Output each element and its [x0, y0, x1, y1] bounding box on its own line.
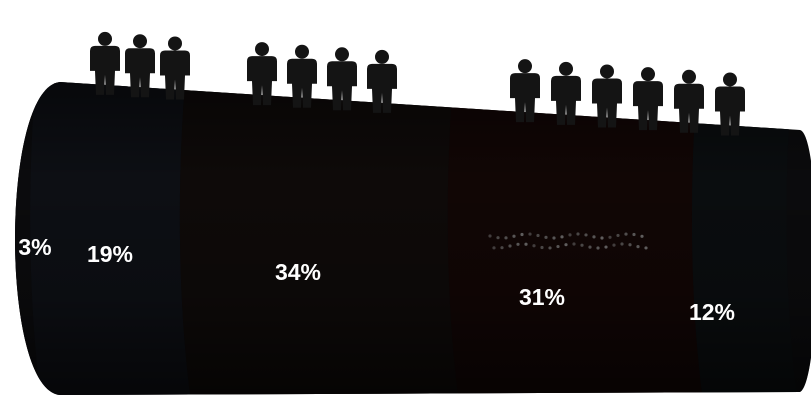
highlight-dot	[592, 235, 596, 239]
highlight-dot	[556, 244, 560, 249]
highlight-dot	[512, 234, 516, 238]
person-icon	[551, 61, 581, 125]
highlight-dot	[496, 236, 500, 240]
highlight-dot	[500, 246, 504, 250]
highlight-dot	[532, 244, 536, 248]
segment-labels: 3% 19% 34% 31% 12%	[18, 234, 735, 325]
highlight-dot	[492, 246, 496, 250]
person-icon	[633, 67, 663, 131]
highlight-dot	[616, 233, 620, 238]
highlight-dot	[628, 243, 632, 247]
person-icon	[592, 64, 622, 128]
highlight-dot	[520, 232, 524, 237]
highlight-dot	[544, 235, 548, 239]
highlight-dot	[640, 234, 644, 238]
highlight-dot	[552, 236, 556, 240]
highlight-dot	[620, 242, 624, 246]
highlight-dot	[536, 233, 540, 238]
highlight-dot	[576, 232, 580, 236]
cylinder-shading	[15, 82, 811, 395]
person-icon	[510, 59, 540, 123]
data-label-4: 31%	[519, 284, 565, 310]
highlight-dot	[508, 244, 512, 248]
highlight-dot	[584, 233, 588, 237]
data-label-1: 3%	[18, 234, 51, 260]
highlight-dot	[488, 234, 492, 238]
person-icon	[90, 31, 120, 95]
data-label-3: 34%	[275, 259, 321, 285]
person-icon	[674, 69, 704, 133]
highlight-dot	[624, 232, 628, 236]
highlight-dot	[564, 243, 568, 247]
highlight-dot	[516, 242, 520, 246]
person-icon	[287, 44, 317, 108]
highlight-dot	[632, 232, 636, 237]
highlight-dot	[572, 242, 576, 246]
highlight-dot	[528, 232, 532, 236]
highlight-dot	[548, 246, 552, 250]
data-label-2: 19%	[87, 241, 133, 267]
highlight-dot	[608, 235, 612, 239]
highlight-dot	[636, 244, 640, 249]
data-label-5: 12%	[689, 299, 735, 325]
person-icon	[247, 42, 277, 106]
highlight-dot	[612, 243, 616, 247]
highlight-dot	[560, 235, 564, 239]
highlight-dot	[588, 245, 592, 249]
person-icon	[715, 72, 745, 136]
highlight-dot	[596, 246, 600, 250]
person-icon	[160, 36, 190, 100]
highlight-dot	[604, 245, 608, 249]
highlight-dot	[644, 246, 648, 250]
highlight-dot	[540, 245, 544, 250]
person-icon	[327, 47, 357, 111]
highlight-dot	[504, 236, 508, 240]
highlight-dot	[580, 243, 584, 247]
person-icon	[125, 34, 155, 98]
highlight-dots	[488, 232, 648, 250]
people-icons	[90, 31, 745, 136]
highlight-dot	[524, 242, 528, 246]
person-icon	[367, 49, 397, 113]
highlight-dot	[568, 233, 572, 237]
highlight-dot	[600, 236, 604, 240]
